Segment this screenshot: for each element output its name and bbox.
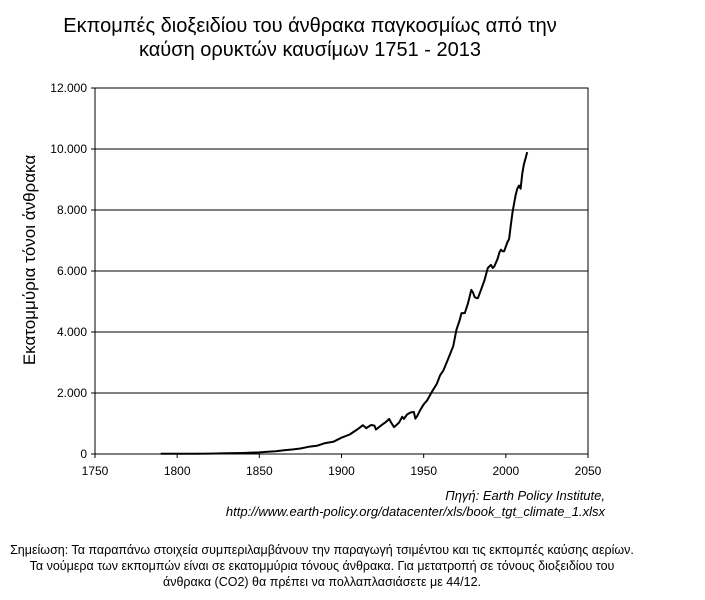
chart-title-line-2: καύση ορυκτών καυσίμων 1751 - 2013 [138,39,481,61]
chart-title-line-1: Εκπομπές διοξειδίου του άνθρακα παγκοσμί… [63,15,557,37]
chart-title: Εκπομπές διοξειδίου του άνθρακα παγκοσμί… [40,14,580,62]
y-tick-label-6: 12.000 [50,81,87,95]
x-tick-label-5: 2000 [492,464,519,478]
x-tick-label-4: 1950 [410,464,437,478]
x-tick-label-1: 1800 [164,464,191,478]
y-tick-label-2: 4.000 [57,325,87,339]
x-tick-label-2: 1850 [246,464,273,478]
x-tick-label-6: 2050 [575,464,602,478]
y-tick-label-4: 8.000 [57,203,87,217]
source-label: Πηγή: Earth Policy Institute, [445,488,605,503]
source-url: http://www.earth-policy.org/datacenter/x… [225,504,605,519]
y-tick-label-3: 6.000 [57,264,87,278]
y-tick-label-1: 2.000 [57,386,87,400]
y-axis-label: Εκατομμύρια τόνοι άνθρακα [20,154,39,366]
x-tick-label-3: 1900 [328,464,355,478]
series-line-0 [160,151,529,455]
y-tick-label-5: 10.000 [50,142,87,156]
source-citation: Πηγή: Earth Policy Institute, http://www… [226,488,605,520]
y-tick-label-0: 0 [80,447,87,461]
x-tick-label-0: 1750 [82,464,109,478]
footnote: Σημείωση: Τα παραπάνω στοιχεία συμπεριλα… [10,543,634,589]
